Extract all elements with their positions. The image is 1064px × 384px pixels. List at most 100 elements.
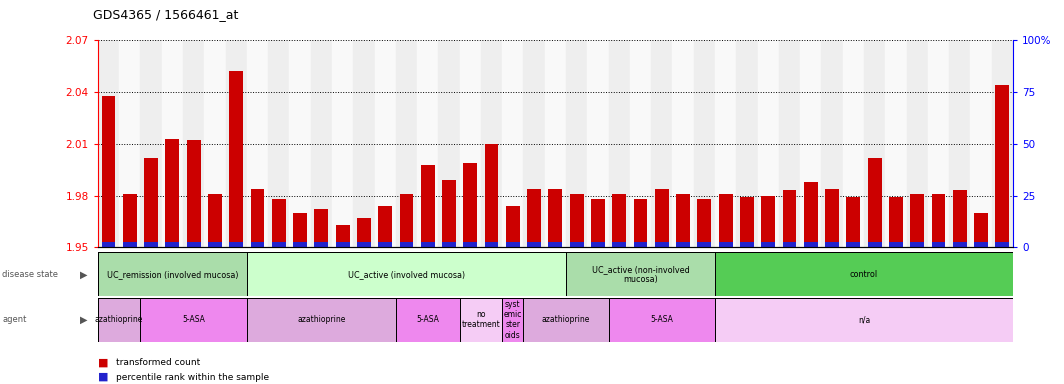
Text: UC_active (non-involved
mucosa): UC_active (non-involved mucosa) (592, 265, 689, 284)
Bar (484, 242, 498, 247)
Bar (715, 40, 736, 247)
Bar (677, 194, 689, 247)
Bar (506, 242, 519, 247)
Text: 5-ASA: 5-ASA (182, 315, 205, 324)
Bar (502, 298, 523, 342)
Bar (460, 298, 502, 342)
Bar (268, 40, 289, 247)
Bar (484, 144, 498, 247)
Bar (761, 242, 775, 247)
Bar (761, 195, 775, 247)
Text: azathioprine: azathioprine (297, 315, 346, 324)
Text: transformed count: transformed count (116, 358, 200, 367)
Text: ■: ■ (98, 358, 109, 368)
Text: GDS4365 / 1566461_at: GDS4365 / 1566461_at (93, 8, 238, 21)
Bar (102, 96, 115, 247)
Bar (974, 242, 987, 247)
Bar (698, 242, 711, 247)
Bar (251, 242, 264, 247)
Text: disease state: disease state (2, 270, 59, 279)
Bar (609, 298, 715, 342)
Bar (187, 141, 200, 247)
Bar (289, 40, 311, 247)
Text: 5-ASA: 5-ASA (650, 315, 674, 324)
Bar (888, 242, 902, 247)
Bar (949, 40, 970, 247)
Bar (353, 40, 375, 247)
Bar (464, 163, 477, 247)
Bar (910, 242, 924, 247)
Bar (800, 40, 821, 247)
Bar (187, 242, 200, 247)
Bar (98, 298, 140, 342)
Bar (162, 40, 183, 247)
Text: n/a: n/a (858, 315, 870, 324)
Bar (609, 40, 630, 247)
Bar (928, 40, 949, 247)
Bar (166, 242, 179, 247)
Bar (719, 194, 732, 247)
Bar (545, 40, 566, 247)
Bar (549, 189, 562, 247)
Bar (420, 164, 434, 247)
Bar (591, 242, 604, 247)
Bar (527, 189, 541, 247)
Text: syst
emic
ster
oids: syst emic ster oids (503, 300, 522, 340)
Bar (315, 242, 328, 247)
Text: UC_active (involved mucosa): UC_active (involved mucosa) (348, 270, 465, 279)
Bar (736, 40, 758, 247)
Bar (460, 40, 481, 247)
Bar (867, 242, 881, 247)
Bar (247, 40, 268, 247)
Bar (566, 40, 587, 247)
Bar (952, 190, 966, 247)
Bar (332, 40, 353, 247)
Bar (523, 298, 609, 342)
Bar (613, 242, 626, 247)
Bar (183, 40, 204, 247)
Text: azathioprine: azathioprine (95, 315, 144, 324)
Bar (119, 40, 140, 247)
Bar (907, 40, 928, 247)
Bar (251, 189, 264, 247)
Bar (677, 242, 689, 247)
Bar (98, 40, 119, 247)
Bar (630, 40, 651, 247)
Bar (779, 40, 800, 247)
Bar (719, 242, 732, 247)
Bar (226, 40, 247, 247)
Bar (379, 242, 392, 247)
Bar (864, 40, 885, 247)
Bar (970, 40, 992, 247)
Bar (527, 242, 541, 247)
Bar (549, 242, 562, 247)
Text: UC_remission (involved mucosa): UC_remission (involved mucosa) (106, 270, 238, 279)
Bar (166, 139, 179, 247)
Bar (782, 242, 796, 247)
Text: azathioprine: azathioprine (542, 315, 591, 324)
Bar (123, 194, 136, 247)
Bar (140, 40, 162, 247)
Bar (931, 194, 945, 247)
Bar (885, 40, 907, 247)
Bar (995, 242, 1009, 247)
Bar (293, 213, 306, 247)
Bar (399, 194, 413, 247)
Bar (825, 242, 838, 247)
Bar (910, 194, 924, 247)
Text: control: control (850, 270, 878, 279)
Bar (867, 157, 881, 247)
Text: ▶: ▶ (80, 269, 87, 280)
Bar (974, 213, 987, 247)
Bar (825, 189, 838, 247)
Bar (758, 40, 779, 247)
Bar (247, 298, 396, 342)
Bar (481, 40, 502, 247)
Bar (315, 209, 328, 247)
Bar (569, 194, 583, 247)
Bar (356, 242, 370, 247)
Bar (843, 40, 864, 247)
Bar (715, 252, 1013, 296)
Bar (821, 40, 843, 247)
Bar (271, 242, 285, 247)
